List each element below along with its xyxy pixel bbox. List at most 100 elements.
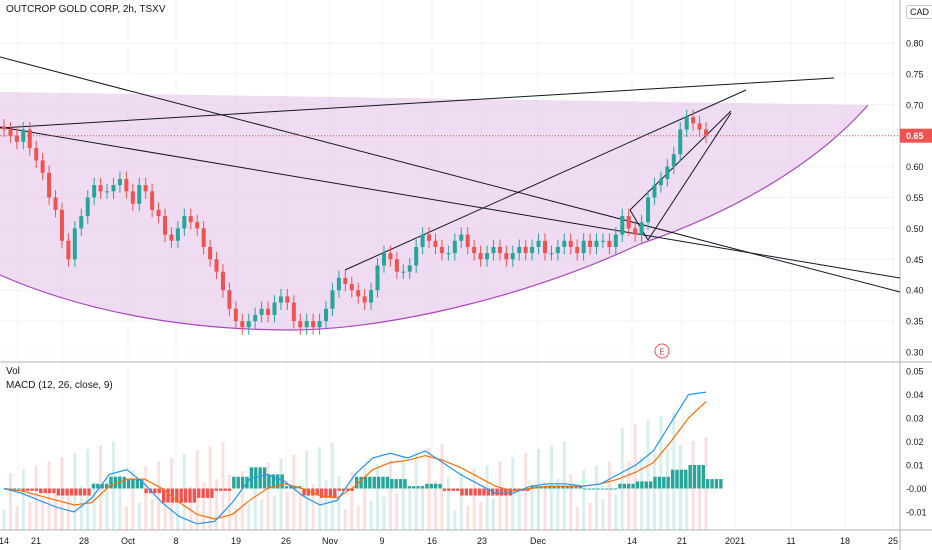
volume-bar (221, 442, 225, 530)
price-tick-label: 0.35 (906, 317, 924, 327)
histogram-bar (591, 488, 596, 490)
candle-body (388, 253, 393, 260)
candle-body (92, 185, 97, 198)
candle-body (381, 253, 386, 266)
price-tick-label: 0.75 (906, 69, 924, 79)
histogram-bar (122, 476, 126, 489)
histogram-bar (666, 476, 670, 489)
time-tick-label: 18 (840, 536, 850, 546)
volume-label[interactable]: Vol (6, 366, 20, 377)
time-tick-label: Dec (530, 536, 547, 546)
volume-bar (21, 469, 25, 530)
histogram-bar (56, 488, 61, 496)
candle-body (562, 240, 567, 247)
price-tick-label: 0.80 (906, 39, 924, 49)
histogram-bar (87, 488, 91, 496)
candle-body (530, 246, 535, 254)
last-price-badge (900, 128, 932, 143)
volume-bar (144, 466, 148, 530)
volume-bar (330, 443, 334, 530)
volume-bar (208, 446, 212, 530)
volume-bar (118, 474, 122, 530)
volume-bar (543, 482, 547, 530)
histogram-bar (556, 486, 561, 489)
macd-label[interactable]: MACD (12, 26, close, 9) (6, 380, 113, 391)
volume-bar (575, 507, 579, 530)
histogram-bar (508, 488, 512, 496)
time-tick-label: 26 (281, 536, 291, 546)
time-axis[interactable]: 14 21 28 Oct 8 19 26 Nov 9 16 23 Dec 14 21 2021 11 18 25 (0, 536, 898, 546)
volume-bar (427, 448, 431, 530)
histogram-bar (69, 488, 74, 496)
candle-body (53, 197, 58, 210)
candle-body (658, 178, 663, 186)
volume-bar (459, 473, 463, 530)
histogram-bar (416, 486, 420, 489)
histogram-bar (47, 488, 52, 494)
volume-bar (298, 488, 302, 530)
candle-body (72, 228, 77, 260)
histogram-bar (109, 476, 113, 489)
histogram-bar (333, 488, 337, 498)
histogram-bar (205, 488, 210, 498)
volume-bar (124, 507, 128, 530)
histogram-bar (587, 488, 591, 490)
time-tick-label: 21 (31, 536, 41, 546)
macd-tick-label: 0.04 (906, 390, 924, 400)
volume-bar (446, 477, 450, 530)
time-tick-label: 21 (677, 536, 687, 546)
histogram-bar (447, 488, 451, 491)
macd-tick-label: 0.05 (906, 367, 924, 377)
histogram-bar (548, 486, 552, 489)
histogram-bar (341, 488, 346, 491)
earnings-event-marker[interactable]: E (654, 343, 670, 359)
histogram-bar (697, 465, 701, 489)
histogram-bar (526, 488, 530, 491)
candle-body (111, 185, 116, 192)
histogram-bar (359, 476, 363, 489)
candle-body (272, 302, 277, 315)
candle-body (336, 277, 341, 291)
histogram-bar (223, 488, 227, 491)
time-tick-label: 23 (477, 536, 487, 546)
volume-bar (659, 416, 663, 530)
histogram-bar (43, 488, 47, 494)
candle-body (208, 246, 213, 260)
candle-body (588, 240, 593, 247)
price-axis[interactable]: 0.80 0.75 0.70 0.65 0.60 0.55 0.50 0.45 0.40 0.35… (900, 39, 932, 518)
histogram-bar (82, 488, 87, 496)
histogram-bar (565, 486, 569, 489)
candle-body (311, 321, 316, 328)
histogram-bar (631, 483, 635, 489)
histogram-bar (627, 483, 631, 489)
volume-bar (401, 456, 405, 530)
volume-bar (350, 472, 354, 530)
time-tick-label: 14 (627, 536, 637, 546)
candle-body (105, 191, 110, 193)
histogram-bar (412, 486, 416, 489)
volume-bar (472, 469, 476, 530)
currency-badge[interactable]: CAD (906, 5, 932, 19)
volume-bar (137, 503, 141, 530)
histogram-bar (346, 488, 350, 491)
volume-bar (408, 489, 412, 530)
histogram-bar (328, 488, 333, 498)
histogram-bar (420, 486, 425, 489)
candle-body (375, 265, 380, 291)
time-tick-label: 14 (0, 536, 9, 546)
histogram-bar (25, 488, 30, 491)
volume-bar (614, 495, 618, 530)
symbol-title[interactable]: OUTCROP GOLD CORP, 2h, TSXV (6, 4, 166, 15)
histogram-bar (118, 476, 122, 489)
candle-body (633, 228, 638, 235)
histogram-bar (407, 486, 412, 489)
candle-body (253, 314, 258, 322)
histogram-bar (464, 488, 469, 496)
histogram-bar (30, 488, 34, 491)
candle-body (446, 253, 451, 255)
candle-body (594, 240, 599, 247)
time-tick-label: Oct (121, 536, 136, 546)
histogram-bar (267, 474, 271, 489)
candle-body (291, 302, 296, 322)
